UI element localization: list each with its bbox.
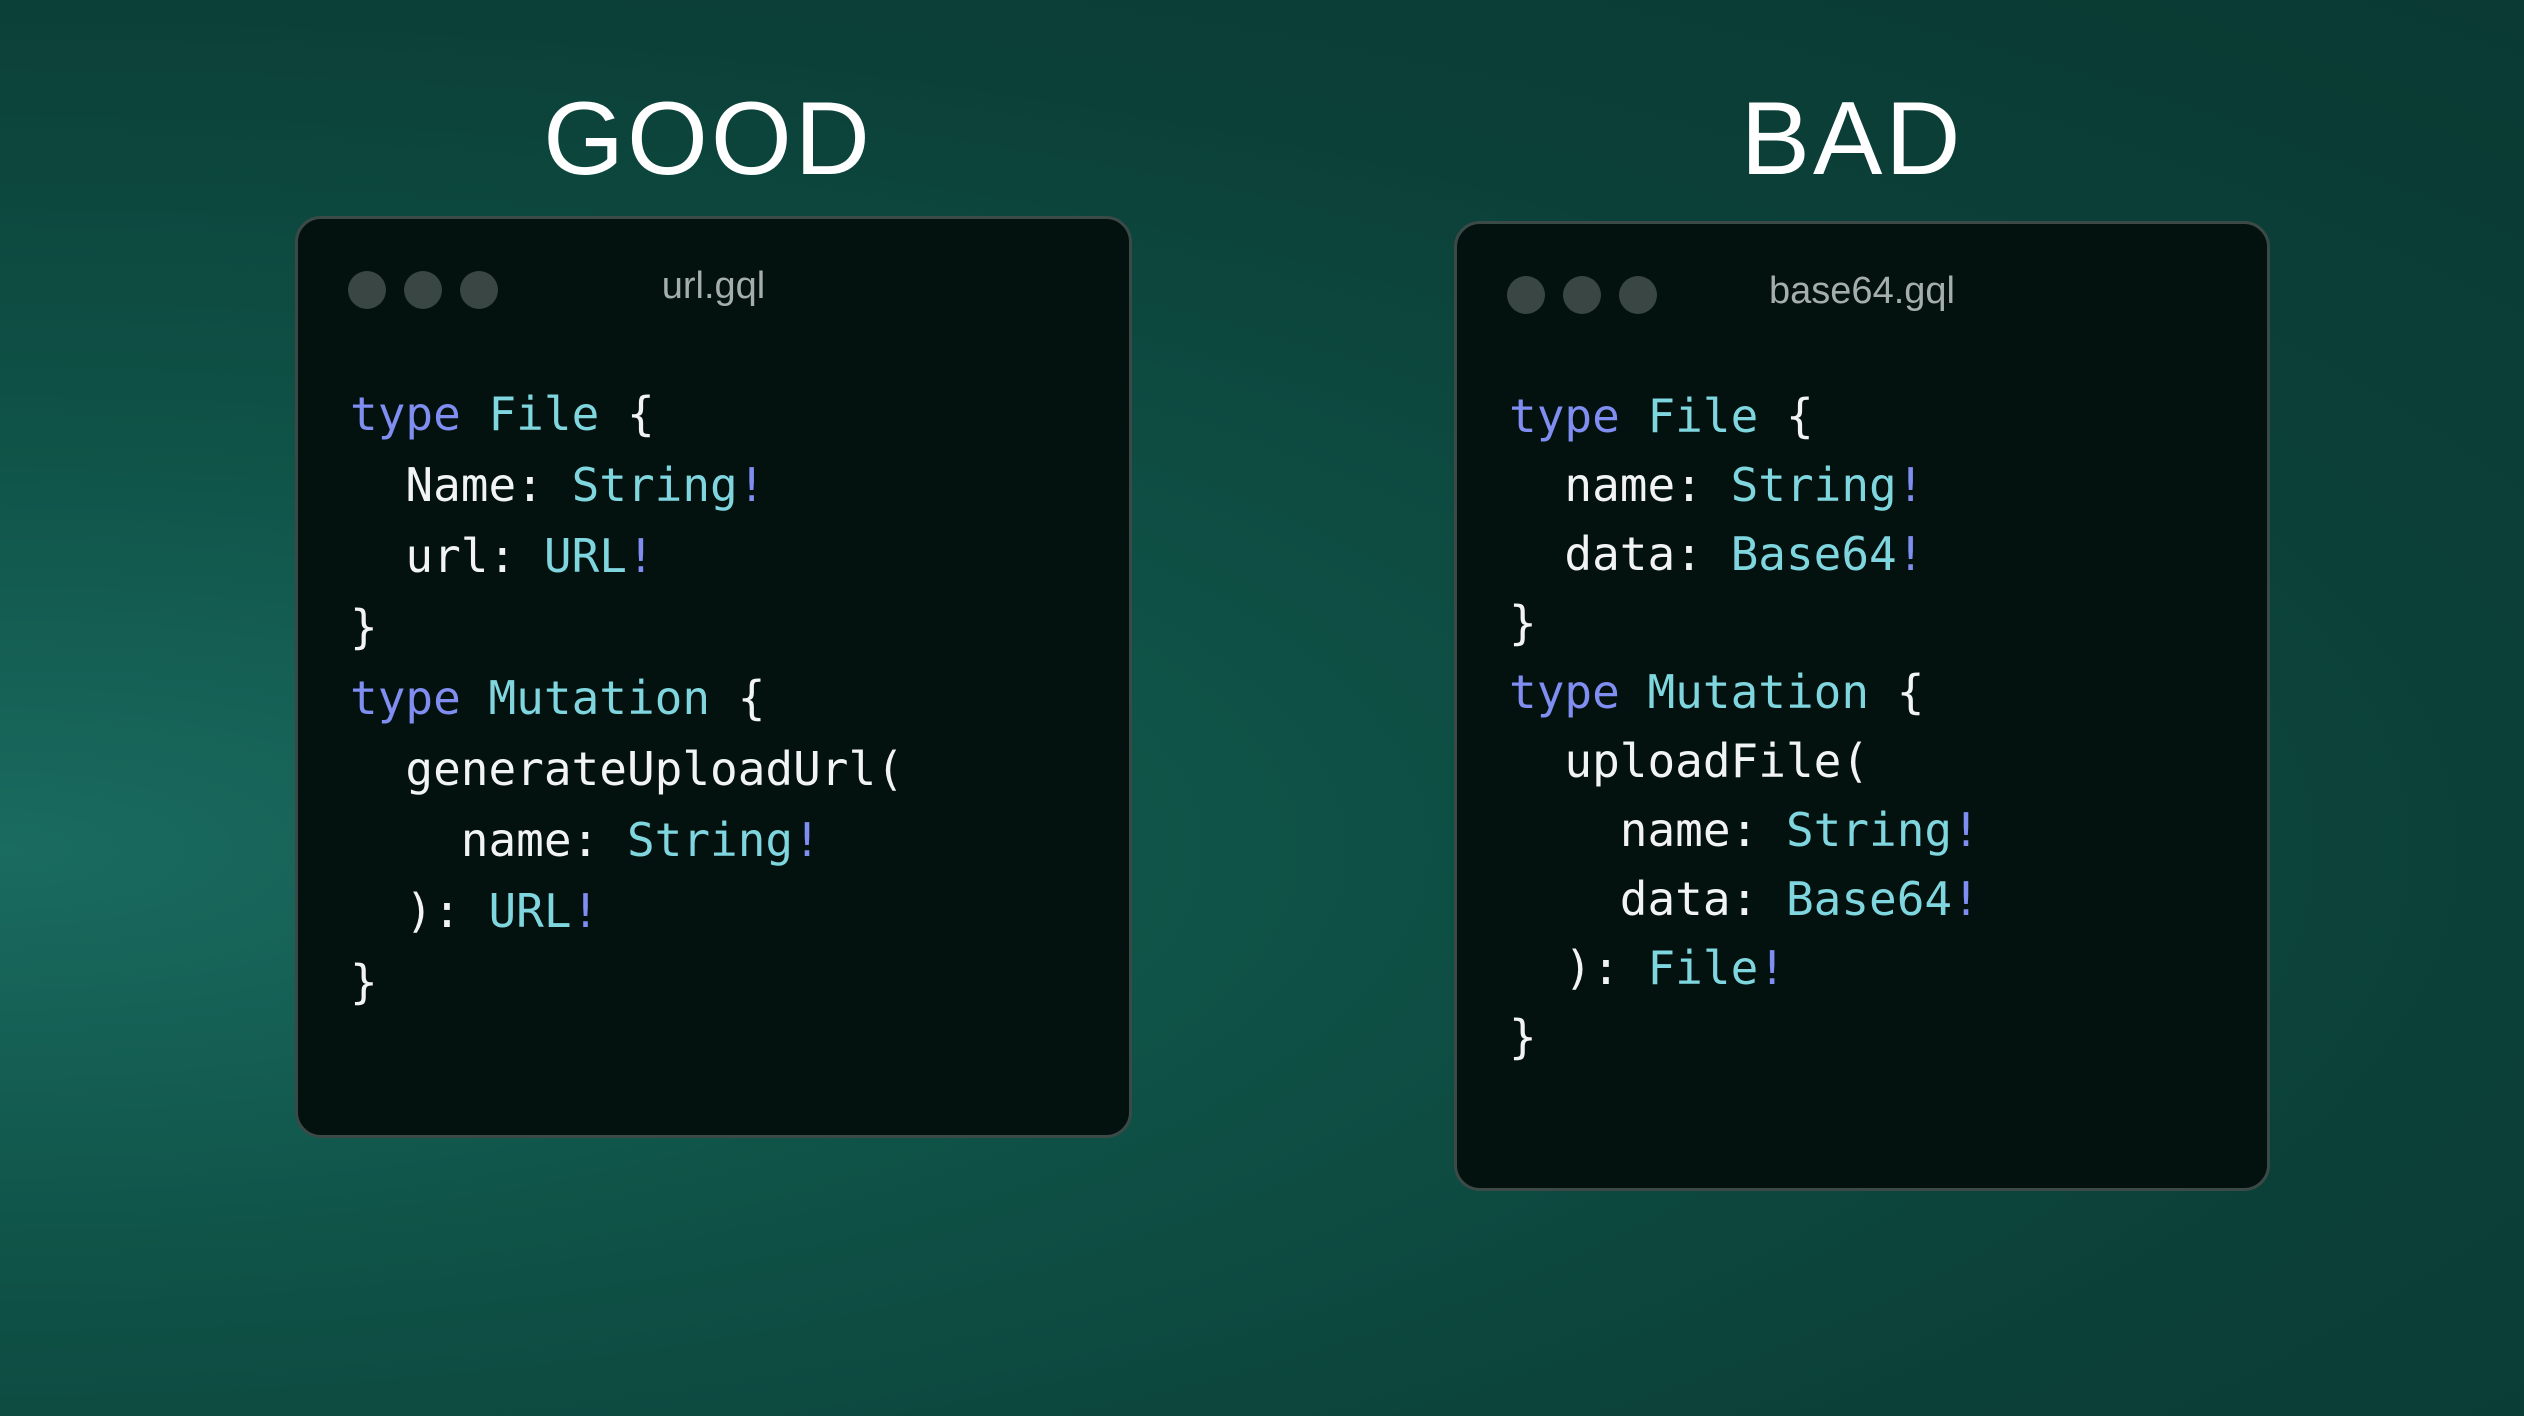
code-token: ! <box>1952 872 1980 926</box>
code-line: type Mutation { <box>350 663 904 734</box>
code-token: Mutation <box>488 671 711 725</box>
code-token: String <box>571 458 738 512</box>
close-dot-icon <box>1507 276 1545 314</box>
code-token: type <box>1509 389 1648 443</box>
code-line: name: String! <box>1509 796 1980 865</box>
code-line: type File { <box>350 379 904 450</box>
code-token: URL <box>488 884 572 938</box>
code-line: data: Base64! <box>1509 520 1980 589</box>
window-controls <box>1507 276 1657 314</box>
code-token: File <box>1647 389 1759 443</box>
code-block: type File { Name: String! url: URL!} type… <box>350 379 904 1018</box>
code-token: String <box>626 813 794 867</box>
code-token: data: <box>1509 872 1786 926</box>
code-token: Base64 <box>1730 527 1897 581</box>
minimize-dot-icon <box>1563 276 1601 314</box>
code-token: URL <box>543 529 627 583</box>
code-line: name: String! <box>1509 451 1980 520</box>
code-token: data: <box>1509 527 1731 581</box>
window-controls <box>348 271 498 309</box>
code-token: } <box>1509 596 1537 650</box>
code-token: ! <box>626 529 655 583</box>
good-heading: GOOD <box>543 81 873 197</box>
code-token: File <box>1647 941 1759 995</box>
code-token: String <box>1785 803 1953 857</box>
code-line: } <box>1509 1003 1980 1072</box>
code-token: Name: <box>350 458 572 512</box>
code-line: url: URL! <box>350 521 904 592</box>
code-token: type <box>350 387 489 441</box>
bad-heading: BAD <box>1740 81 1964 197</box>
code-token: { <box>710 671 766 725</box>
code-token: ! <box>737 458 766 512</box>
code-token: ! <box>571 884 600 938</box>
maximize-dot-icon <box>460 271 498 309</box>
bad-code-window: base64.gql type File { name: String! dat… <box>1454 221 2270 1191</box>
minimize-dot-icon <box>404 271 442 309</box>
code-token: name: <box>350 813 627 867</box>
code-line: ): File! <box>1509 934 1980 1003</box>
code-line: uploadFile( <box>1509 727 1980 796</box>
code-token: url: <box>350 529 544 583</box>
code-token: type <box>1509 665 1648 719</box>
filename: base64.gql <box>1769 270 1955 312</box>
code-line: name: String! <box>350 805 904 876</box>
code-token: generateUploadUrl( <box>350 742 904 796</box>
code-token: name: <box>1509 803 1786 857</box>
code-token: } <box>350 955 378 1009</box>
code-token: File <box>488 387 600 441</box>
code-token: Base64 <box>1785 872 1953 926</box>
close-dot-icon <box>348 271 386 309</box>
code-token: } <box>350 600 378 654</box>
filename: url.gql <box>661 265 766 307</box>
code-line: } <box>350 947 904 1018</box>
code-line: data: Base64! <box>1509 865 1980 934</box>
code-token: ! <box>1952 803 1980 857</box>
code-token: { <box>1758 389 1814 443</box>
code-token: type <box>350 671 489 725</box>
code-token: ): <box>350 884 489 938</box>
code-token: name: <box>1509 458 1731 512</box>
code-line: generateUploadUrl( <box>350 734 904 805</box>
code-line: ): URL! <box>350 876 904 947</box>
code-token: ! <box>1896 527 1925 581</box>
maximize-dot-icon <box>1619 276 1657 314</box>
code-token: { <box>599 387 655 441</box>
code-line: } <box>350 592 904 663</box>
code-token: { <box>1869 665 1925 719</box>
code-token: String <box>1730 458 1897 512</box>
code-block: type File { name: String! data: Base64!}… <box>1509 382 1980 1072</box>
code-token: ! <box>1758 941 1786 995</box>
code-token: ): <box>1509 941 1648 995</box>
code-token: } <box>1509 1010 1537 1064</box>
good-code-window: url.gql type File { Name: String! url: U… <box>295 216 1132 1138</box>
code-token: ! <box>1896 458 1925 512</box>
code-line: } <box>1509 589 1980 658</box>
code-token: ! <box>793 813 821 867</box>
code-token: uploadFile( <box>1509 734 1870 788</box>
code-line: Name: String! <box>350 450 904 521</box>
code-line: type File { <box>1509 382 1980 451</box>
code-token: Mutation <box>1647 665 1870 719</box>
code-line: type Mutation { <box>1509 658 1980 727</box>
